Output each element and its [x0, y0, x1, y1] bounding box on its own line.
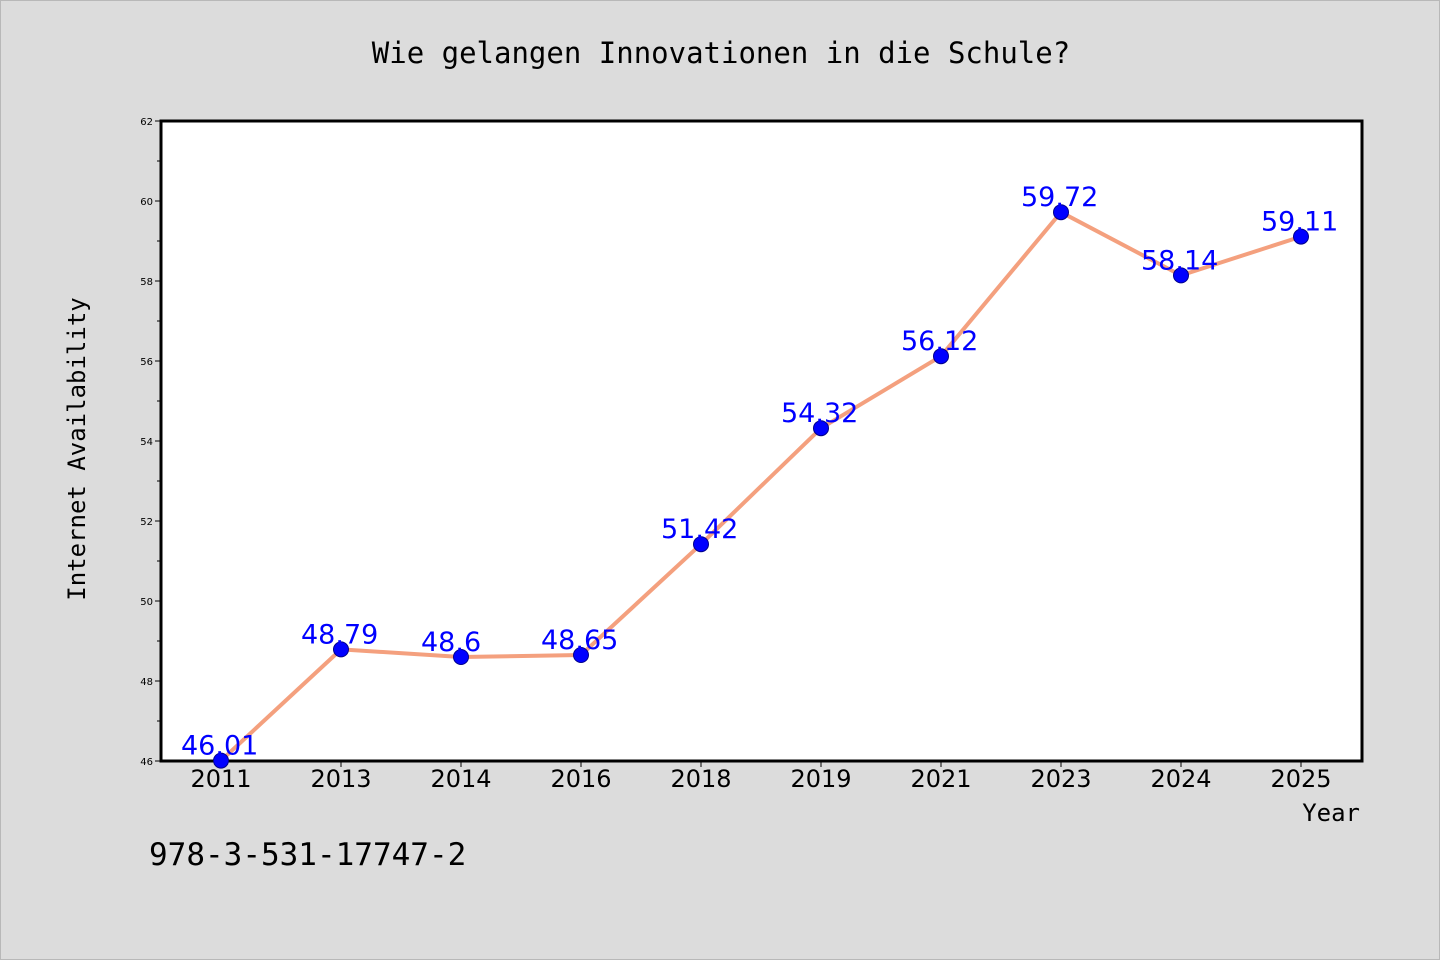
data-label: 58.14	[1141, 245, 1218, 276]
x-tick-label: 2024	[1150, 765, 1211, 793]
x-tick-label: 2011	[190, 765, 251, 793]
x-axis-label: Year	[1302, 799, 1360, 827]
data-point	[933, 348, 949, 365]
x-tick-label: 2021	[910, 765, 971, 793]
data-labels: 46.01 48.79 48.6 48.65 51.42 54.32 56.12 59.72 5…	[181, 182, 1338, 761]
data-point	[453, 649, 469, 665]
y-tick-label: 56	[140, 357, 153, 368]
x-tick-label: 2013	[310, 765, 371, 793]
data-point	[333, 641, 349, 658]
data-point	[213, 752, 229, 769]
x-tick-label: 2019	[790, 765, 851, 793]
y-tick-label: 50	[140, 597, 153, 608]
data-point	[1053, 204, 1069, 221]
data-label: 48.79	[301, 619, 378, 650]
y-axis: 46 48 50 52 54 56 58 60 62	[140, 117, 161, 768]
x-tick-label: 2023	[1030, 765, 1091, 793]
y-tick-label: 46	[140, 757, 153, 768]
data-point	[573, 647, 589, 663]
data-label: 48.65	[541, 625, 618, 656]
x-tick-label: 2025	[1270, 765, 1331, 793]
y-tick-label: 62	[140, 117, 153, 128]
data-point	[1173, 267, 1189, 284]
data-label: 48.6	[421, 627, 481, 658]
y-tick-label: 60	[140, 197, 153, 208]
data-point	[693, 536, 709, 553]
y-axis-label: Internet Availability	[63, 297, 91, 600]
plot-area	[159, 119, 1364, 763]
x-tick-label: 2016	[550, 765, 611, 793]
data-series	[213, 204, 1309, 769]
data-label: 46.01	[181, 731, 258, 762]
x-tick-label: 2018	[670, 765, 731, 793]
data-point	[1293, 228, 1309, 245]
data-label: 59.11	[1261, 207, 1338, 238]
data-point	[813, 420, 829, 437]
y-tick-label: 52	[140, 517, 153, 528]
y-tick-label: 54	[140, 437, 153, 448]
data-label: 59.72	[1021, 182, 1098, 213]
y-tick-label: 48	[140, 677, 153, 688]
data-label: 54.32	[781, 398, 858, 429]
y-tick-label: 58	[140, 277, 153, 288]
series-line	[219, 210, 1303, 763]
x-tick-label: 2014	[430, 765, 491, 793]
data-label: 56.12	[901, 326, 978, 357]
data-label: 51.42	[661, 514, 738, 545]
x-axis: 2011 2013 2014 2016 2018 2019 2021 2023 2024 2025	[190, 761, 1332, 793]
footnote: 978-3-531-17747-2	[149, 837, 466, 873]
chart-title: Wie gelangen Innovationen in die Schule?	[372, 36, 1070, 70]
